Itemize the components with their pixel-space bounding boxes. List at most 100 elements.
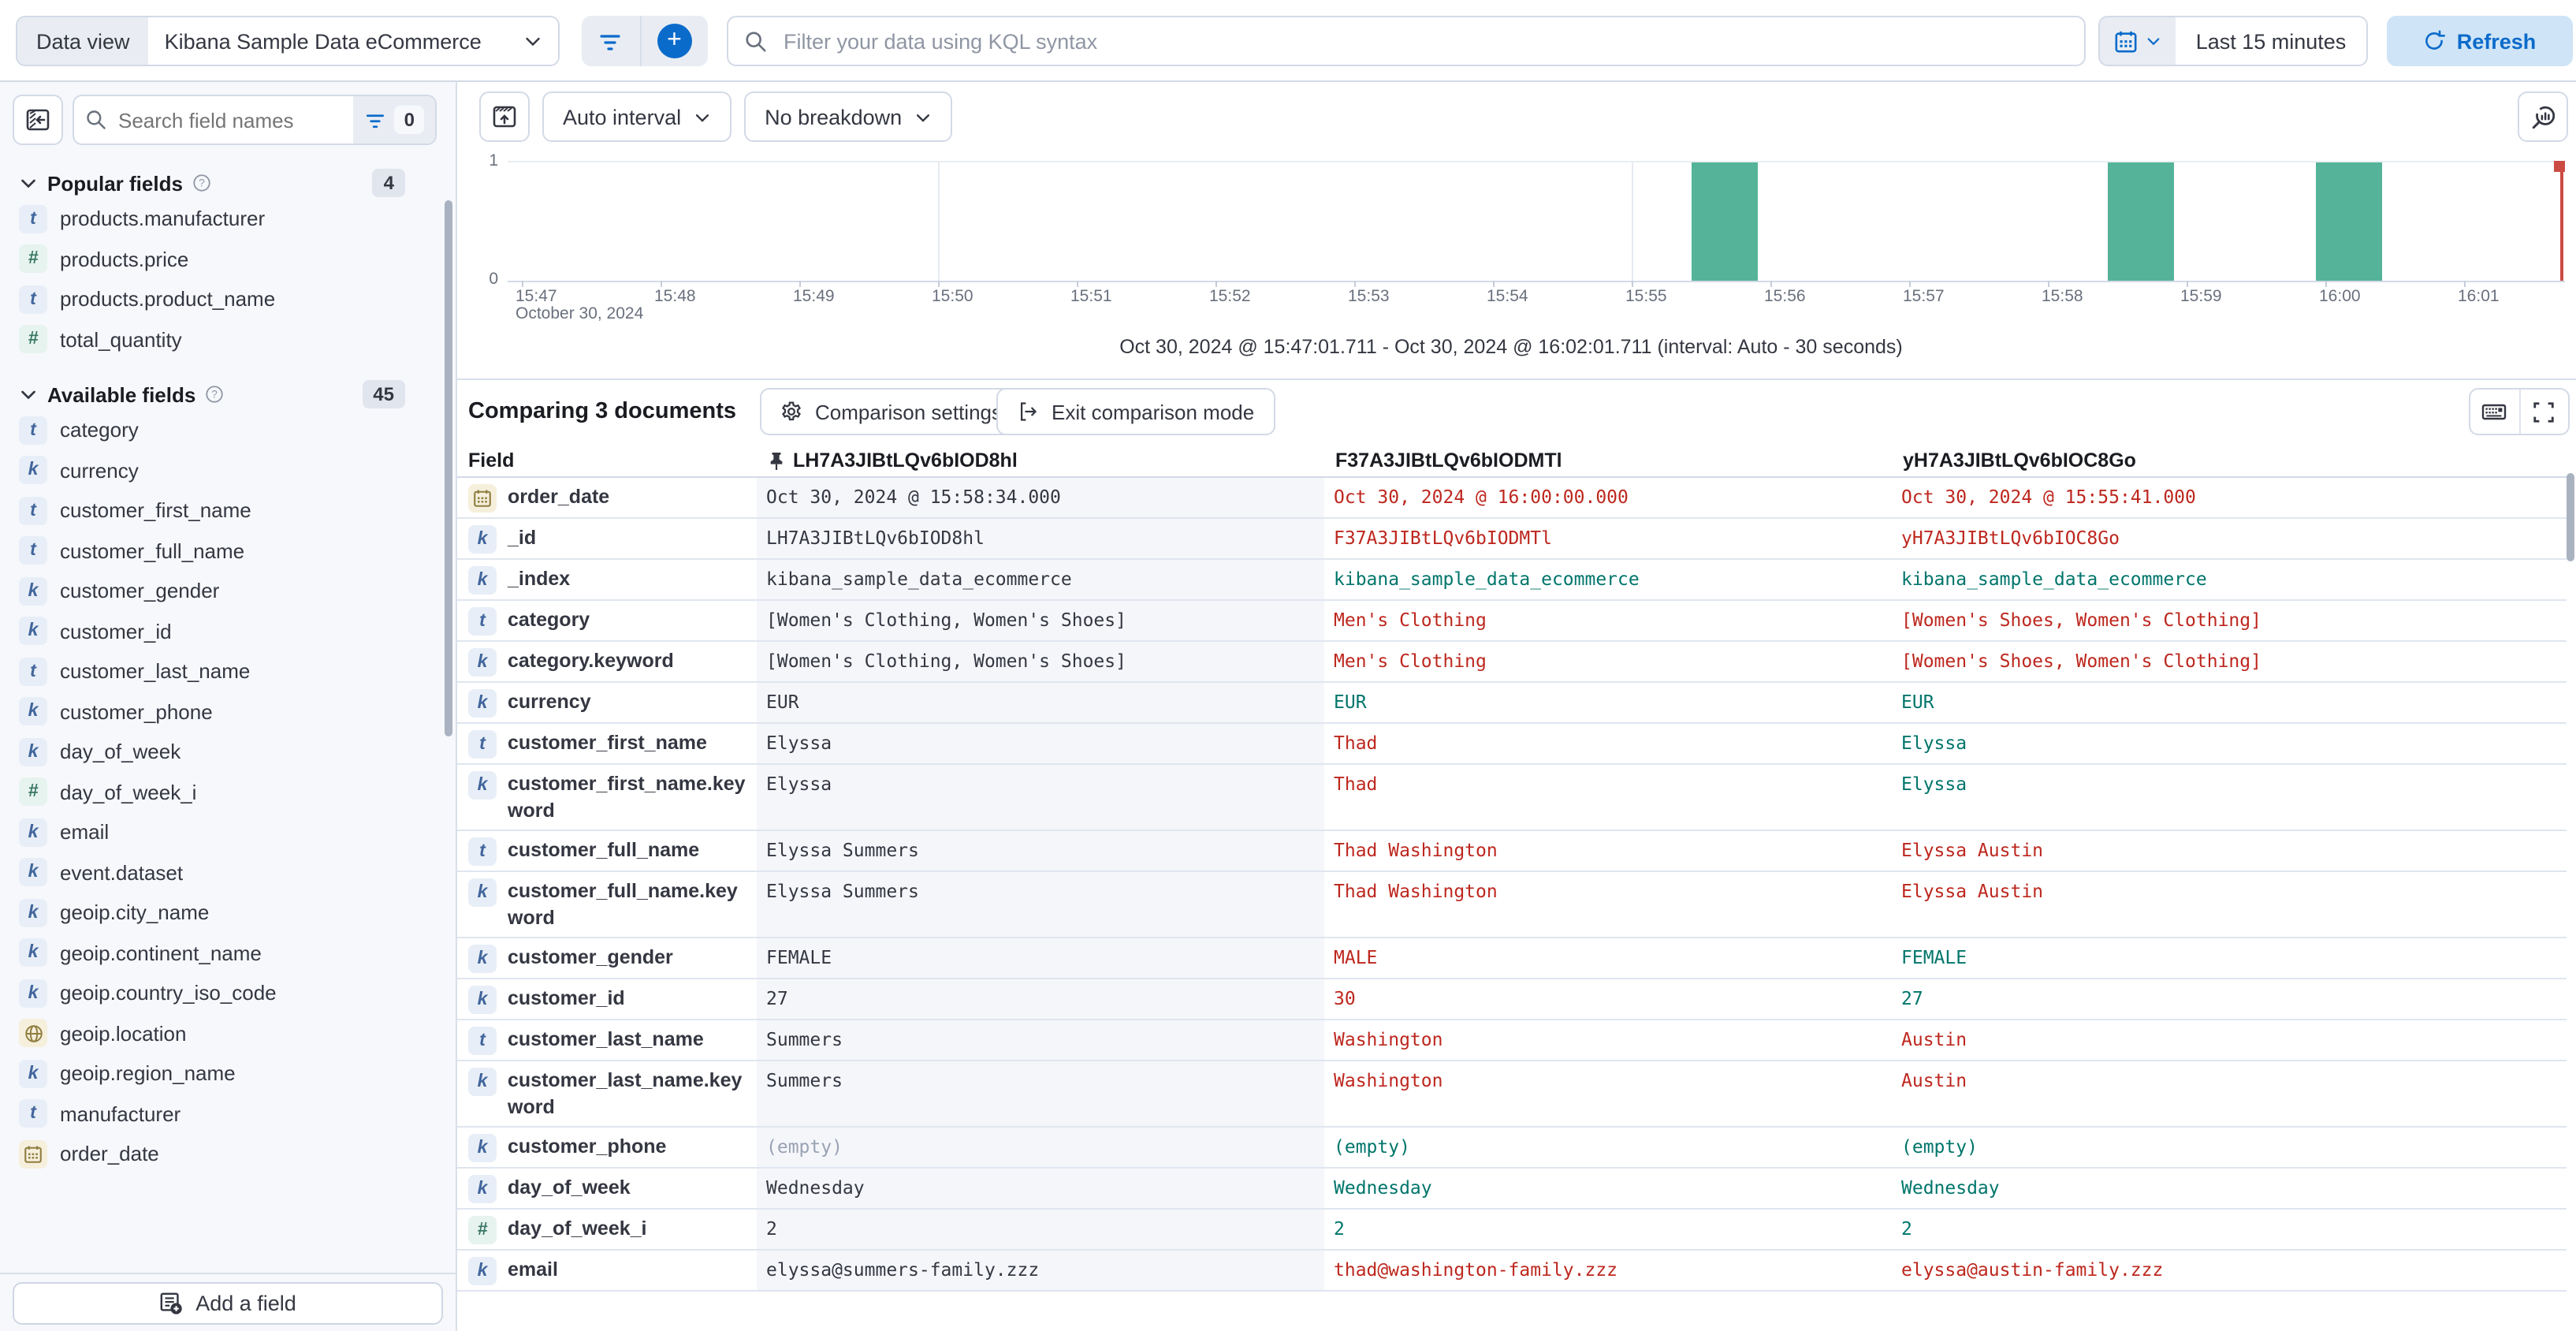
popular-field-products.manufacturer[interactable]: t products.manufacturer: [0, 199, 456, 239]
value-cell[interactable]: elyssa@summers-family.zzz: [757, 1251, 1324, 1290]
value-cell[interactable]: kibana_sample_data_ecommerce: [1901, 567, 2207, 589]
data-view-picker[interactable]: Data view Kibana Sample Data eCommerce: [16, 16, 560, 66]
hide-chart-button[interactable]: [479, 91, 530, 142]
value-cell[interactable]: Elyssa: [1901, 772, 1967, 794]
time-calendar-button[interactable]: [2100, 17, 2176, 65]
value-cell[interactable]: Elyssa Austin: [1901, 838, 2044, 860]
available-field-geoip.continent_name[interactable]: k geoip.continent_name: [0, 933, 456, 973]
popular-field-products.product_name[interactable]: t products.product_name: [0, 279, 456, 319]
collapse-sidebar-button[interactable]: [13, 95, 63, 145]
value-cell[interactable]: MALE: [1334, 945, 1378, 967]
value-cell[interactable]: [Women's Clothing, Women's Shoes]: [757, 601, 1324, 640]
value-cell[interactable]: 2: [1901, 1217, 1912, 1239]
value-cell[interactable]: [Women's Clothing, Women's Shoes]: [757, 642, 1324, 681]
value-cell[interactable]: Thad: [1334, 731, 1378, 753]
available-fields-header[interactable]: Available fields ? 45: [0, 378, 456, 410]
refresh-button[interactable]: Refresh: [2387, 16, 2573, 66]
value-cell[interactable]: (empty): [757, 1128, 1324, 1167]
available-field-order_date[interactable]: order_date: [0, 1134, 456, 1174]
keyboard-shortcuts-button[interactable]: [2470, 390, 2518, 434]
interval-select[interactable]: Auto interval: [542, 91, 732, 142]
value-cell[interactable]: Summers: [757, 1061, 1324, 1126]
value-cell[interactable]: 2: [757, 1210, 1324, 1249]
value-cell[interactable]: 30: [1334, 986, 1356, 1009]
available-field-day_of_week[interactable]: k day_of_week: [0, 732, 456, 772]
field-cell[interactable]: k _id: [457, 519, 757, 558]
field-cell[interactable]: k customer_first_name.keyword: [457, 765, 757, 830]
value-cell[interactable]: Men's Clothing: [1334, 649, 1487, 671]
value-cell[interactable]: Elyssa: [757, 765, 1324, 830]
sidebar-scrollbar[interactable]: [445, 200, 452, 736]
field-search-box[interactable]: 0: [73, 95, 437, 145]
histogram-bar[interactable]: [2316, 162, 2382, 282]
value-cell[interactable]: 27: [757, 979, 1324, 1019]
histogram-bar[interactable]: [2108, 162, 2174, 282]
available-field-customer_id[interactable]: k customer_id: [0, 611, 456, 651]
value-cell[interactable]: Thad Washington: [1334, 879, 1498, 901]
value-cell[interactable]: LH7A3JIBtLQv6bIOD8hl: [757, 519, 1324, 558]
add-filter-button[interactable]: +: [657, 24, 692, 58]
filter-lines-icon[interactable]: [598, 28, 624, 54]
kql-search-bar[interactable]: [727, 16, 2086, 66]
popular-field-products.price[interactable]: # products.price: [0, 239, 456, 279]
pinned-doc-column-header[interactable]: LH7A3JIBtLQv6bIOD8hl: [757, 445, 1324, 476]
add-field-button[interactable]: Add a field: [13, 1282, 443, 1325]
value-cell[interactable]: F37A3JIBtLQv6bIODMTl: [1334, 526, 1552, 548]
field-cell[interactable]: order_date: [457, 478, 757, 517]
available-field-email[interactable]: k email: [0, 812, 456, 852]
value-cell[interactable]: Elyssa Summers: [757, 872, 1324, 937]
explore-in-lens-button[interactable]: [2518, 91, 2568, 142]
value-cell[interactable]: Summers: [757, 1020, 1324, 1060]
available-field-geoip.region_name[interactable]: k geoip.region_name: [0, 1053, 456, 1094]
comparison-settings-button[interactable]: Comparison settings: [760, 388, 1022, 435]
value-cell[interactable]: 2: [1334, 1217, 1345, 1239]
value-cell[interactable]: Elyssa: [1901, 731, 1967, 753]
popular-field-total_quantity[interactable]: # total_quantity: [0, 319, 456, 360]
value-cell[interactable]: Wednesday: [757, 1169, 1324, 1208]
value-cell[interactable]: Austin: [1901, 1027, 1967, 1050]
available-field-customer_phone[interactable]: k customer_phone: [0, 692, 456, 732]
field-cell[interactable]: k _index: [457, 560, 757, 599]
value-cell[interactable]: EUR: [1901, 690, 1934, 712]
value-cell[interactable]: (empty): [1334, 1135, 1410, 1157]
field-cell[interactable]: t customer_first_name: [457, 724, 757, 763]
available-field-customer_last_name[interactable]: t customer_last_name: [0, 651, 456, 692]
available-field-customer_gender[interactable]: k customer_gender: [0, 571, 456, 611]
value-cell[interactable]: Oct 30, 2024 @ 15:55:41.000: [1901, 485, 2196, 507]
value-cell[interactable]: Elyssa Summers: [757, 831, 1324, 871]
value-cell[interactable]: Wednesday: [1334, 1176, 1432, 1198]
field-cell[interactable]: k customer_gender: [457, 938, 757, 978]
value-cell[interactable]: FEMALE: [1901, 945, 1967, 967]
fullscreen-button[interactable]: [2518, 390, 2568, 434]
value-cell[interactable]: Oct 30, 2024 @ 16:00:00.000: [1334, 485, 1629, 507]
value-cell[interactable]: FEMALE: [757, 938, 1324, 978]
field-cell[interactable]: k customer_id: [457, 979, 757, 1019]
field-cell[interactable]: k customer_last_name.keyword: [457, 1061, 757, 1126]
field-cell[interactable]: k customer_phone: [457, 1128, 757, 1167]
time-range-value[interactable]: Last 15 minutes: [2176, 17, 2366, 65]
available-field-geoip.city_name[interactable]: k geoip.city_name: [0, 893, 456, 933]
available-field-currency[interactable]: k currency: [0, 450, 456, 490]
value-cell[interactable]: Elyssa Austin: [1901, 879, 2044, 901]
field-cell[interactable]: k customer_full_name.keyword: [457, 872, 757, 937]
exit-comparison-button[interactable]: Exit comparison mode: [996, 388, 1275, 435]
value-cell[interactable]: yH7A3JIBtLQv6bIOC8Go: [1901, 526, 2120, 548]
value-cell[interactable]: Thad Washington: [1334, 838, 1498, 860]
value-cell[interactable]: [Women's Shoes, Women's Clothing]: [1901, 649, 2261, 671]
value-cell[interactable]: thad@washington-family.zzz: [1334, 1258, 1618, 1280]
data-view-value-button[interactable]: Kibana Sample Data eCommerce: [148, 17, 559, 65]
field-cell[interactable]: t customer_last_name: [457, 1020, 757, 1060]
field-filter-button[interactable]: 0: [353, 96, 435, 144]
kql-query-input[interactable]: [780, 28, 2068, 54]
value-cell[interactable]: [Women's Shoes, Women's Clothing]: [1901, 608, 2261, 630]
breakdown-select[interactable]: No breakdown: [744, 91, 953, 142]
value-cell[interactable]: Elyssa: [757, 724, 1324, 763]
value-cell[interactable]: Washington: [1334, 1027, 1443, 1050]
doc-column-header[interactable]: F37A3JIBtLQv6bIODMTl: [1335, 449, 1562, 472]
value-cell[interactable]: kibana_sample_data_ecommerce: [1334, 567, 1640, 589]
field-cell[interactable]: k day_of_week: [457, 1169, 757, 1208]
value-cell[interactable]: EUR: [1334, 690, 1367, 712]
table-scrollbar[interactable]: [2567, 473, 2574, 561]
value-cell[interactable]: Men's Clothing: [1334, 608, 1487, 630]
field-cell[interactable]: # day_of_week_i: [457, 1210, 757, 1249]
